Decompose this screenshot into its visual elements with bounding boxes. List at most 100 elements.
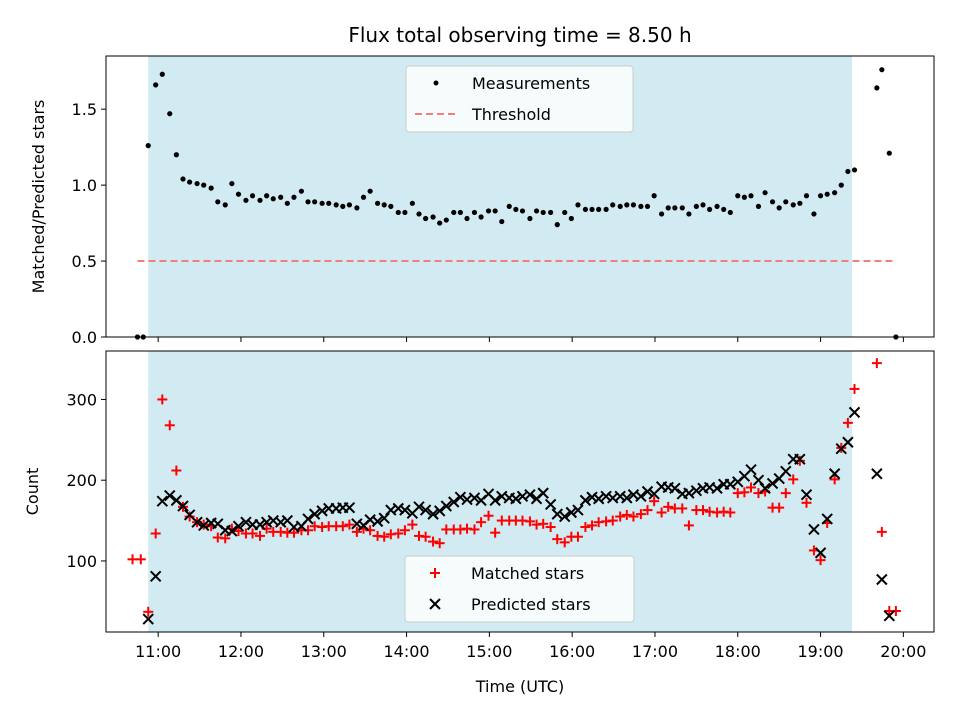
measurement-point [167, 111, 173, 117]
predicted-point [149, 570, 162, 582]
measurement-point [471, 209, 478, 216]
matched-point [184, 511, 195, 522]
predicted-point [164, 489, 176, 502]
legend-matched-marker [430, 568, 440, 578]
matched-point [890, 606, 901, 617]
count-panel: 100 200 300 11:00 12:00 13:00 14:00 15:00 16:00 1… [23, 350, 935, 696]
measurement-point [568, 215, 574, 222]
predicted-point [828, 468, 841, 480]
measurement-point [832, 190, 838, 196]
matched-point [559, 537, 570, 548]
measurement-point [485, 208, 492, 214]
measurement-point [173, 152, 179, 158]
y-axis-label-ratio: Matched/Predicted stars [29, 100, 48, 294]
matched-point [157, 394, 168, 405]
y-tick-label-count: 300 [66, 390, 97, 409]
measurement-point [769, 199, 776, 205]
predicted-point [592, 493, 605, 505]
measurement-point [665, 205, 671, 211]
predicted-point [565, 506, 578, 519]
predicted-point [808, 523, 820, 536]
measurement-point [693, 203, 699, 209]
measurement-point [208, 185, 214, 191]
measurement-point [388, 203, 394, 209]
matched-point [697, 505, 708, 516]
matched-point [635, 509, 646, 520]
matched-point [379, 531, 390, 542]
measurement-point [721, 206, 727, 213]
measurement-point [249, 193, 256, 199]
predicted-point [848, 406, 861, 419]
measurement-point [575, 202, 581, 208]
measurement-point [409, 200, 415, 206]
measurement-point [346, 202, 353, 208]
measurement-point [727, 209, 733, 216]
measurement-point [257, 197, 263, 203]
measurement-point [748, 193, 754, 199]
predicted-point [871, 468, 883, 480]
matched-point [150, 528, 161, 539]
ratio-legend: Measurements Threshold [405, 65, 634, 133]
measurement-point [762, 190, 768, 196]
matched-point [656, 507, 667, 518]
measurement-point [354, 205, 360, 211]
predicted-point [641, 485, 654, 498]
matched-point [615, 511, 626, 522]
measurement-point [374, 200, 381, 206]
measurement-point [457, 209, 463, 216]
predicted-point [510, 493, 522, 505]
measurement-point [519, 208, 526, 214]
measurement-point [478, 214, 484, 220]
matched-point [642, 505, 653, 516]
matched-point [849, 383, 860, 394]
measurement-point [603, 206, 609, 213]
matched-point [780, 488, 791, 499]
predicted-point [254, 518, 266, 531]
predicted-point [876, 573, 888, 586]
predicted-point [392, 502, 404, 515]
measurement-point [437, 220, 443, 226]
predicted-point [537, 487, 549, 499]
predicted-point [142, 613, 154, 625]
ratio-legend-box [405, 65, 634, 133]
matched-point [337, 521, 348, 532]
matched-point [587, 520, 598, 531]
matched-point [255, 530, 266, 541]
matched-point [725, 507, 736, 518]
y-tick-label-count: 100 [66, 552, 97, 571]
matched-point [774, 502, 785, 513]
measurement-point [222, 202, 228, 208]
measurement-point [845, 168, 851, 175]
predicted-point [448, 496, 460, 508]
measurement-point [506, 203, 512, 209]
measurement-point [803, 193, 810, 199]
predicted-point [814, 547, 827, 559]
measurement-point [838, 182, 844, 188]
measurement-point [492, 208, 498, 214]
measurement-point [879, 67, 885, 73]
measurement-point [145, 143, 151, 149]
x-tick-label-time: 20:00 [880, 642, 926, 661]
predicted-point [433, 505, 446, 517]
measurement-point [270, 196, 276, 202]
measurement-point [651, 193, 657, 199]
matched-point [220, 533, 231, 544]
predicted-point [419, 504, 432, 516]
measurement-point [430, 214, 436, 220]
measurement-point [617, 203, 623, 209]
measurement-point [298, 188, 305, 194]
x-tick-label-time: 14:00 [384, 642, 430, 661]
predicted-point [586, 491, 598, 503]
predicted-point [579, 494, 592, 507]
predicted-point [197, 519, 210, 532]
measurement-point [797, 200, 803, 206]
matched-point [143, 606, 154, 617]
matched-point [476, 517, 487, 528]
matched-point [739, 487, 750, 498]
measurement-point [672, 205, 678, 211]
predicted-point [690, 484, 703, 497]
measurement-point [291, 194, 297, 200]
matched-point [351, 526, 362, 537]
matched-point [344, 519, 355, 530]
measurement-point [278, 194, 284, 200]
